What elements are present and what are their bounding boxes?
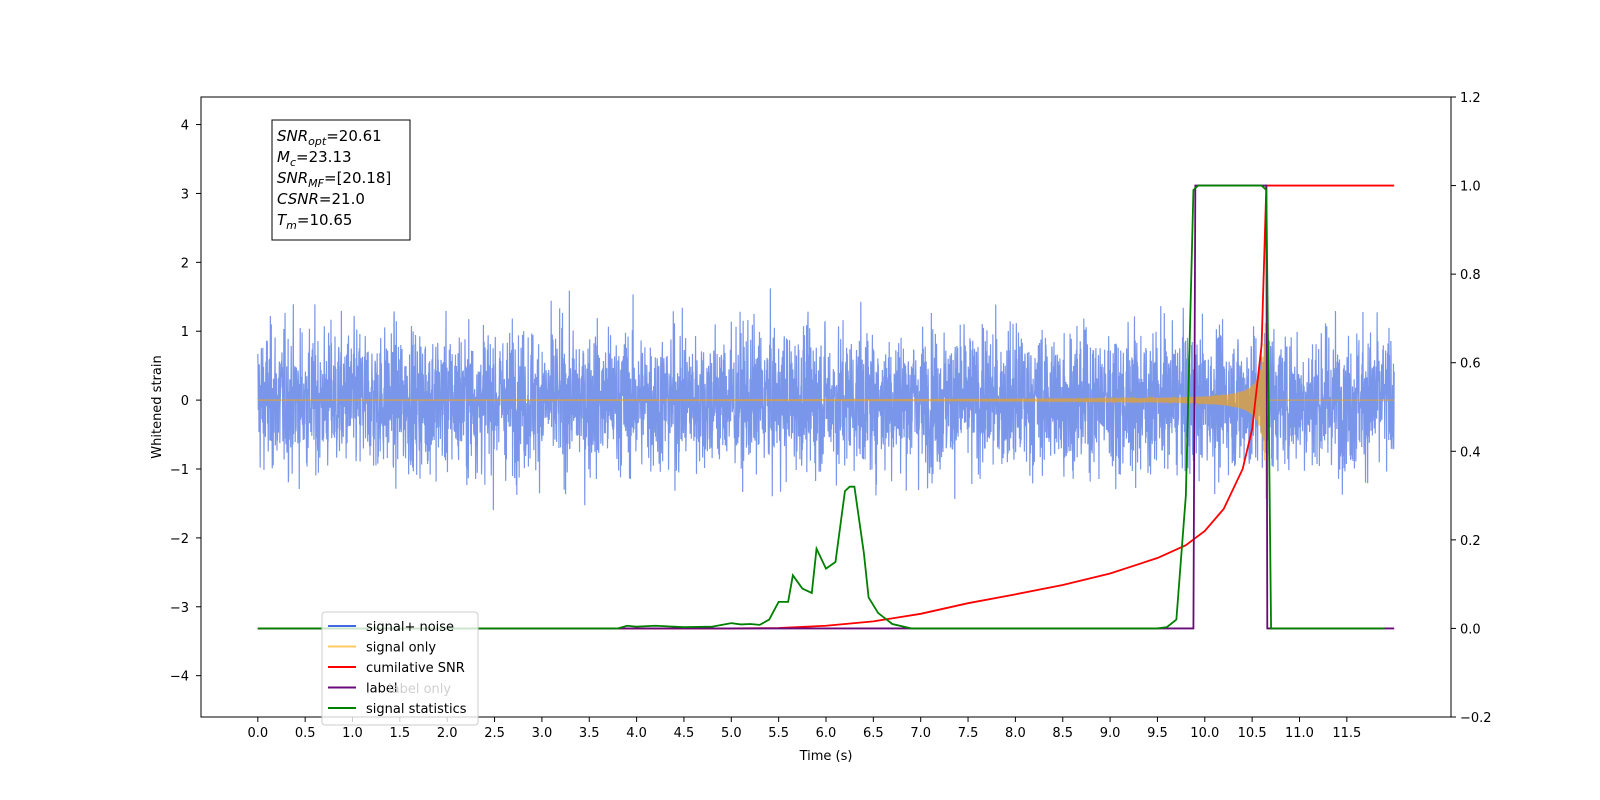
y-left-tick-label: −4: [170, 670, 189, 685]
y-right-tick-label: 0.2: [1460, 534, 1481, 549]
x-tick-label: 9.5: [1147, 726, 1168, 741]
x-tick-label: 8.0: [1005, 726, 1026, 741]
x-tick-label: 9.0: [1100, 726, 1121, 741]
series-layer: [257, 184, 1395, 630]
y-right-tick-label: 1.0: [1460, 180, 1481, 195]
x-tick-label: 6.0: [816, 726, 837, 741]
y-left-tick-label: −1: [170, 463, 189, 478]
series-cumulative-snr: [257, 184, 1395, 630]
x-tick-label: 11.0: [1285, 726, 1314, 741]
y-right-tick-label: 0.4: [1460, 445, 1481, 460]
x-tick-label: 2.5: [484, 726, 505, 741]
x-tick-label: 1.0: [342, 726, 363, 741]
series-signal-plus-noise: [257, 288, 1395, 511]
y-axis-left-ticks: −4 −3 −2 −1 0 1 2 3 4: [170, 119, 201, 685]
y-left-tick-label: 3: [181, 187, 189, 202]
series-signal-statistics: [257, 184, 1385, 630]
y-left-tick-label: 2: [181, 256, 189, 271]
x-axis-label: Time (s): [799, 749, 853, 764]
y-left-tick-label: 1: [181, 325, 189, 340]
x-tick-label: 3.0: [532, 726, 553, 741]
y-left-tick-label: 0: [181, 394, 189, 409]
annotation-line: CSNR=21.0: [277, 190, 365, 208]
annotation-frame: [271, 119, 411, 241]
legend-label: cumilative SNR: [366, 661, 465, 676]
annotation-line: SNRMF=[20.18]: [277, 169, 391, 190]
y-right-tick-label: −0.2: [1460, 711, 1492, 726]
annotation-line: SNRopt=20.61: [277, 127, 382, 148]
annotation-line: Mc=23.13: [277, 148, 352, 169]
y-axis-label: Whitened strain: [150, 355, 165, 458]
x-tick-label: 3.5: [579, 726, 600, 741]
x-tick-label: 4.5: [674, 726, 695, 741]
y-right-tick-label: 0.8: [1460, 268, 1481, 283]
x-tick-label: 0.0: [247, 726, 268, 741]
x-tick-label: 1.5: [390, 726, 411, 741]
legend-label: signal only: [366, 641, 436, 656]
parameter-annotation-box: SNRopt=20.61Mc=23.13SNRMF=[20.18]CSNR=21…: [271, 119, 411, 241]
x-tick-label: 5.5: [768, 726, 789, 741]
series-signal-only: [257, 323, 1395, 499]
y-right-tick-label: 0.6: [1460, 357, 1481, 372]
y-right-tick-label: 1.2: [1460, 91, 1481, 106]
x-tick-label: 10.0: [1190, 726, 1219, 741]
legend: signal+ noise signal only cumilative SNR la…: [321, 611, 479, 726]
x-tick-label: 7.5: [958, 726, 979, 741]
x-tick-label: 5.0: [721, 726, 742, 741]
x-tick-label: 2.0: [437, 726, 458, 741]
legend-label: signal+ noise: [366, 620, 454, 635]
y-left-tick-label: −3: [170, 601, 189, 616]
y-left-tick-label: 4: [181, 119, 189, 134]
x-tick-label: 4.0: [626, 726, 647, 741]
x-tick-label: 0.5: [295, 726, 316, 741]
y-axis-right-ticks: −0.2 0.0 0.2 0.4 0.6 0.8 1.0 1.2: [1451, 91, 1492, 726]
legend-label-hidden: label only: [388, 682, 451, 697]
x-tick-label: 8.5: [1052, 726, 1073, 741]
plot-area: [257, 184, 1395, 630]
x-tick-label: 6.5: [863, 726, 884, 741]
legend-label: signal statistics: [366, 702, 467, 717]
x-tick-label: 11.5: [1332, 726, 1361, 741]
legend-label: label: [366, 682, 397, 697]
x-tick-label: 7.0: [910, 726, 931, 741]
y-left-tick-label: −2: [170, 532, 189, 547]
annotation-line: Tm=10.65: [277, 211, 352, 232]
x-axis-ticks: 0.0 0.5 1.0 1.5 2.0 2.5 3.0 3.5 4.0 4.5 5.0 5.5 6.0 6…: [247, 717, 1361, 741]
y-right-tick-label: 0.0: [1460, 622, 1481, 637]
legend-frame: [321, 611, 479, 726]
x-tick-label: 10.5: [1238, 726, 1267, 741]
